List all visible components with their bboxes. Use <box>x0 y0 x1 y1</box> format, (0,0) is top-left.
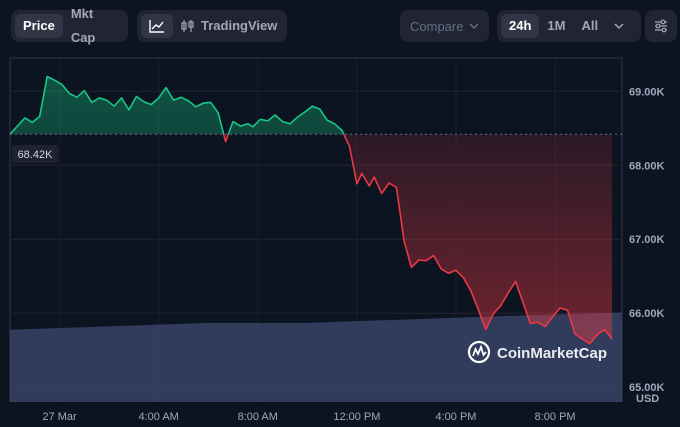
range-24h-button[interactable]: 24h <box>501 14 540 38</box>
range-all-button[interactable]: All <box>581 18 599 33</box>
y-axis-unit: USD <box>636 393 659 405</box>
price-mktcap-toggle: Price Mkt Cap <box>11 6 128 45</box>
watermark-text: CoinMarketCap <box>497 345 607 362</box>
chart-style-toggle: TradingView <box>137 10 287 42</box>
price-line-down <box>10 134 613 345</box>
coinmarketcap-watermark: CoinMarketCap <box>467 340 607 364</box>
x-tick-label: 12:00 PM <box>333 411 380 423</box>
price-tab[interactable]: Price <box>15 14 63 38</box>
coinmarketcap-logo-icon <box>467 340 491 364</box>
chart-frame <box>10 57 623 402</box>
tradingview-button[interactable]: TradingView <box>173 14 285 38</box>
range-1m-button[interactable]: 1M <box>547 18 566 33</box>
chart-settings-button[interactable] <box>645 10 677 42</box>
chevron-down-icon <box>614 23 624 30</box>
mktcap-tab[interactable]: Mkt Cap <box>70 6 96 45</box>
time-range-toggle: 24h 1M All <box>497 10 641 42</box>
current-price-tag: 68.42K <box>12 145 58 163</box>
range-dropdown-button[interactable] <box>606 14 632 38</box>
y-tick-label: 67.00K <box>629 234 665 246</box>
compare-dropdown[interactable]: Compare <box>400 10 489 42</box>
volume-area <box>10 312 622 402</box>
line-chart-icon <box>149 20 164 33</box>
settings-sliders-icon <box>655 19 667 33</box>
coinmarketcap-logo-mark <box>472 344 487 357</box>
chevron-down-icon <box>469 23 479 30</box>
price-line-up <box>10 75 345 135</box>
price-area-down <box>10 134 613 344</box>
tradingview-label: TradingView <box>201 18 278 33</box>
x-tick-label: 4:00 AM <box>138 411 178 423</box>
y-tick-label: 69.00K <box>629 86 665 98</box>
line-chart-button[interactable] <box>141 14 173 38</box>
y-tick-label: 65.00K <box>629 382 665 394</box>
x-tick-label: 27 Mar <box>42 411 77 423</box>
candlestick-icon <box>181 20 194 32</box>
y-tick-label: 68.00K <box>629 160 665 172</box>
x-tick-label: 8:00 AM <box>238 411 278 423</box>
price-area-up <box>10 76 344 135</box>
x-tick-label: 4:00 PM <box>436 411 477 423</box>
y-tick-label: 66.00K <box>629 308 665 320</box>
current-price-label: 68.42K <box>18 149 54 161</box>
compare-label: Compare <box>410 18 464 34</box>
x-tick-label: 8:00 PM <box>535 411 576 423</box>
